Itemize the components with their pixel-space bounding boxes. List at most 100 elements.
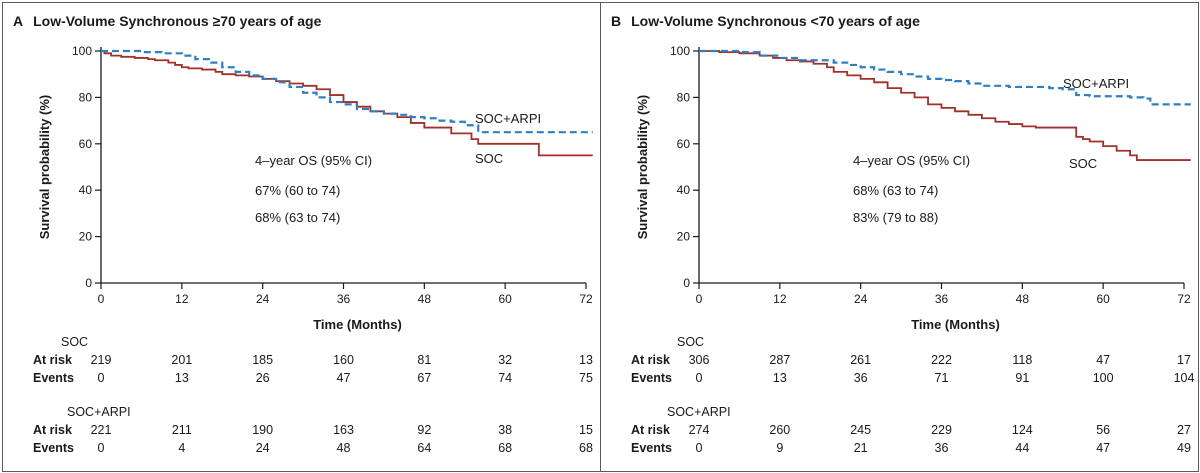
- x-tick-label: 72: [1177, 292, 1191, 306]
- panel-b: B Low-Volume Synchronous <70 years of age…: [600, 2, 1199, 472]
- at-risk-value: 245: [850, 423, 871, 437]
- panel-title-text: Low-Volume Synchronous ≥70 years of age: [33, 13, 322, 29]
- events-value: 68: [498, 441, 512, 455]
- os-annotation-line2: 83% (79 to 88): [853, 210, 938, 225]
- events-value: 49: [1177, 441, 1191, 455]
- series-label-soc: SOC: [475, 151, 503, 166]
- events-value: 64: [417, 441, 431, 455]
- at-risk-value: 124: [1012, 423, 1033, 437]
- at-risk-value: 229: [931, 423, 952, 437]
- os-annotation-line1: 68% (63 to 74): [853, 183, 938, 198]
- events-value: 104: [1174, 371, 1195, 385]
- at-risk-value: 163: [333, 423, 354, 437]
- risk-group-label: SOC: [677, 335, 704, 349]
- os-annotation-header: 4–year OS (95% CI): [853, 153, 970, 168]
- events-value: 36: [935, 441, 949, 455]
- series-label-soc-arpi: SOC+ARPI: [1063, 76, 1129, 91]
- at-risk-value: 15: [579, 423, 593, 437]
- y-tick-label: 0: [85, 276, 92, 290]
- at-risk-value: 261: [850, 353, 871, 367]
- events-row-label: Events: [33, 371, 74, 385]
- at-risk-row-label: At risk: [631, 423, 670, 437]
- y-tick-label: 100: [72, 44, 92, 58]
- series-line-soc-arpi: [101, 49, 593, 134]
- x-tick-label: 36: [935, 292, 949, 306]
- x-tick-label: 48: [418, 292, 432, 306]
- x-tick-label: 0: [98, 292, 105, 306]
- at-risk-value: 92: [417, 423, 431, 437]
- km-plot-b: 0 20 40 60 80 100 0 12 24 36 48 60 72 Time (Months) Su…: [631, 44, 1195, 455]
- at-risk-value: 185: [252, 353, 273, 367]
- y-tick-label: 0: [683, 276, 690, 290]
- events-value: 75: [579, 371, 593, 385]
- at-risk-value: 260: [769, 423, 790, 437]
- at-risk-row-label: At risk: [631, 353, 670, 367]
- at-risk-value: 118: [1012, 353, 1032, 367]
- x-tick-label: 0: [696, 292, 703, 306]
- series-label-soc: SOC: [1069, 156, 1097, 171]
- series-label-soc-arpi: SOC+ARPI: [475, 111, 541, 126]
- events-value: 13: [773, 371, 787, 385]
- at-risk-value: 211: [172, 423, 192, 437]
- at-risk-value: 81: [417, 353, 431, 367]
- events-value: 0: [98, 371, 105, 385]
- panel-a: A Low-Volume Synchronous ≥70 years of age…: [2, 2, 601, 472]
- y-tick-label: 40: [677, 183, 691, 197]
- y-tick-label: 60: [79, 137, 93, 151]
- at-risk-value: 190: [252, 423, 273, 437]
- at-risk-value: 47: [1096, 353, 1110, 367]
- events-value: 47: [1096, 441, 1110, 455]
- at-risk-value: 221: [91, 423, 112, 437]
- y-tick-label: 80: [677, 90, 691, 104]
- y-tick-label: 20: [79, 230, 93, 244]
- at-risk-row-label: At risk: [33, 423, 72, 437]
- events-value: 67: [417, 371, 431, 385]
- x-tick-label: 60: [1096, 292, 1110, 306]
- at-risk-value: 38: [498, 423, 512, 437]
- os-annotation-line2: 68% (63 to 74): [255, 210, 340, 225]
- x-tick-label: 12: [175, 292, 189, 306]
- y-tick-label: 40: [79, 183, 93, 197]
- x-tick-label: 36: [337, 292, 351, 306]
- at-risk-value: 17: [1177, 353, 1191, 367]
- at-risk-value: 201: [171, 353, 192, 367]
- events-value: 44: [1015, 441, 1029, 455]
- y-tick-label: 60: [677, 137, 691, 151]
- at-risk-value: 13: [579, 353, 593, 367]
- panel-title: A Low-Volume Synchronous ≥70 years of age: [13, 13, 321, 29]
- events-value: 71: [935, 371, 949, 385]
- x-axis-title: Time (Months): [313, 317, 402, 332]
- x-tick-label: 12: [773, 292, 787, 306]
- y-tick-label: 80: [79, 90, 93, 104]
- events-value: 68: [579, 441, 593, 455]
- events-value: 0: [696, 441, 703, 455]
- at-risk-value: 27: [1177, 423, 1191, 437]
- at-risk-value: 219: [91, 353, 112, 367]
- series-line-soc-arpi: [699, 49, 1191, 106]
- events-value: 47: [337, 371, 351, 385]
- events-value: 48: [337, 441, 351, 455]
- at-risk-value: 160: [333, 353, 354, 367]
- y-tick-label: 100: [670, 44, 690, 58]
- events-value: 24: [256, 441, 270, 455]
- events-value: 13: [175, 371, 189, 385]
- x-tick-label: 24: [256, 292, 270, 306]
- events-value: 100: [1093, 371, 1114, 385]
- at-risk-value: 306: [689, 353, 710, 367]
- at-risk-value: 32: [498, 353, 512, 367]
- at-risk-value: 56: [1096, 423, 1110, 437]
- panel-title-text: Low-Volume Synchronous <70 years of age: [631, 13, 920, 29]
- series-line-soc: [101, 50, 593, 157]
- events-value: 26: [256, 371, 270, 385]
- at-risk-value: 287: [769, 353, 790, 367]
- events-row-label: Events: [631, 441, 672, 455]
- os-annotation-header: 4–year OS (95% CI): [255, 153, 372, 168]
- panel-letter: A: [13, 13, 24, 29]
- events-value: 0: [696, 371, 703, 385]
- series-line-soc: [699, 50, 1191, 161]
- risk-group-label: SOC+ARPI: [67, 405, 131, 419]
- events-value: 36: [854, 371, 868, 385]
- events-value: 9: [776, 441, 783, 455]
- y-tick-label: 20: [677, 230, 691, 244]
- risk-group-label: SOC: [61, 335, 88, 349]
